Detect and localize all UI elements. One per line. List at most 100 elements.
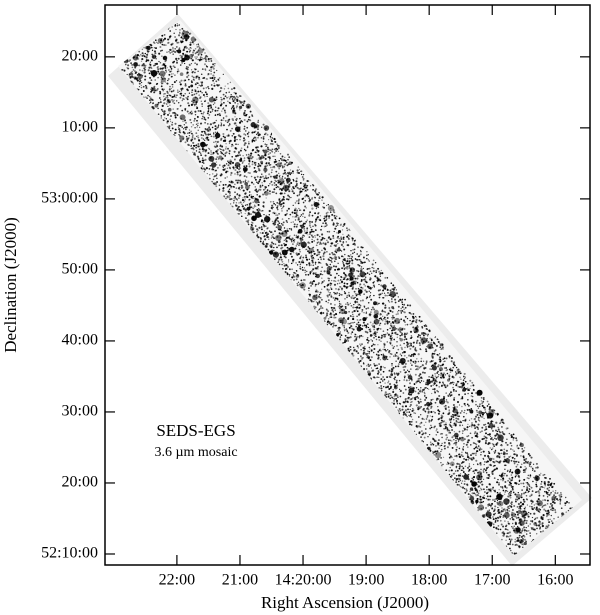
star	[176, 114, 179, 116]
star	[454, 371, 457, 373]
star	[372, 284, 375, 287]
star	[340, 238, 343, 240]
star	[288, 268, 291, 271]
star	[346, 229, 349, 232]
star	[374, 275, 377, 278]
star	[198, 160, 202, 163]
star	[471, 489, 474, 491]
star	[337, 230, 342, 234]
star	[191, 132, 193, 135]
star	[560, 493, 563, 496]
star	[253, 167, 256, 169]
star	[262, 240, 264, 242]
star	[234, 112, 237, 115]
star	[320, 228, 322, 231]
star	[245, 114, 248, 116]
star	[182, 49, 185, 52]
star	[443, 445, 446, 448]
star	[517, 471, 519, 473]
star	[384, 393, 386, 395]
star	[359, 294, 362, 296]
star	[409, 398, 412, 401]
star	[386, 277, 389, 279]
star	[463, 443, 465, 445]
star	[360, 266, 363, 268]
star	[238, 105, 243, 110]
star	[535, 506, 538, 509]
star	[534, 517, 537, 520]
star	[312, 256, 315, 259]
star	[356, 345, 359, 348]
star	[230, 171, 233, 175]
star	[167, 105, 169, 108]
star	[314, 196, 317, 199]
star	[222, 124, 225, 127]
star	[214, 125, 217, 128]
star	[263, 213, 265, 216]
star	[172, 48, 174, 50]
star	[346, 302, 349, 304]
star	[345, 285, 347, 288]
star	[258, 169, 261, 172]
star	[440, 448, 443, 451]
star	[208, 155, 215, 162]
star	[370, 367, 373, 369]
star	[197, 122, 199, 125]
star	[221, 152, 224, 155]
star	[419, 398, 422, 401]
star	[256, 149, 259, 151]
star	[278, 232, 281, 235]
star	[491, 457, 493, 460]
star	[490, 488, 492, 490]
star	[372, 259, 375, 262]
star	[304, 195, 307, 198]
star	[282, 160, 284, 162]
star	[167, 107, 172, 112]
star	[477, 445, 480, 447]
star	[198, 126, 201, 129]
star	[265, 162, 268, 164]
star	[197, 129, 199, 131]
star	[434, 401, 437, 404]
star	[441, 347, 443, 349]
star	[257, 182, 260, 185]
star	[378, 376, 380, 379]
star	[509, 541, 512, 543]
star	[491, 470, 494, 473]
star	[216, 109, 219, 112]
star	[344, 334, 347, 337]
star	[546, 499, 549, 502]
star	[340, 293, 343, 296]
star	[330, 261, 333, 263]
star	[453, 439, 455, 441]
star	[196, 97, 199, 100]
star	[421, 417, 424, 420]
star	[337, 288, 340, 291]
star	[403, 342, 405, 345]
star	[213, 102, 216, 104]
star	[314, 236, 316, 238]
star	[277, 260, 280, 262]
star	[516, 444, 518, 446]
star	[393, 286, 396, 289]
star	[514, 476, 517, 478]
star	[536, 516, 539, 519]
star	[419, 426, 422, 428]
star	[360, 278, 363, 282]
star	[243, 200, 246, 202]
star	[392, 316, 395, 319]
star	[426, 414, 429, 417]
star	[310, 299, 313, 302]
star	[390, 339, 393, 342]
star	[429, 427, 432, 430]
star	[496, 442, 499, 444]
star	[257, 121, 259, 123]
star	[467, 470, 470, 472]
star	[376, 276, 379, 279]
star	[455, 441, 458, 444]
star	[234, 191, 236, 194]
star	[192, 76, 195, 79]
star	[391, 402, 393, 404]
star	[377, 289, 380, 292]
star	[504, 464, 507, 467]
